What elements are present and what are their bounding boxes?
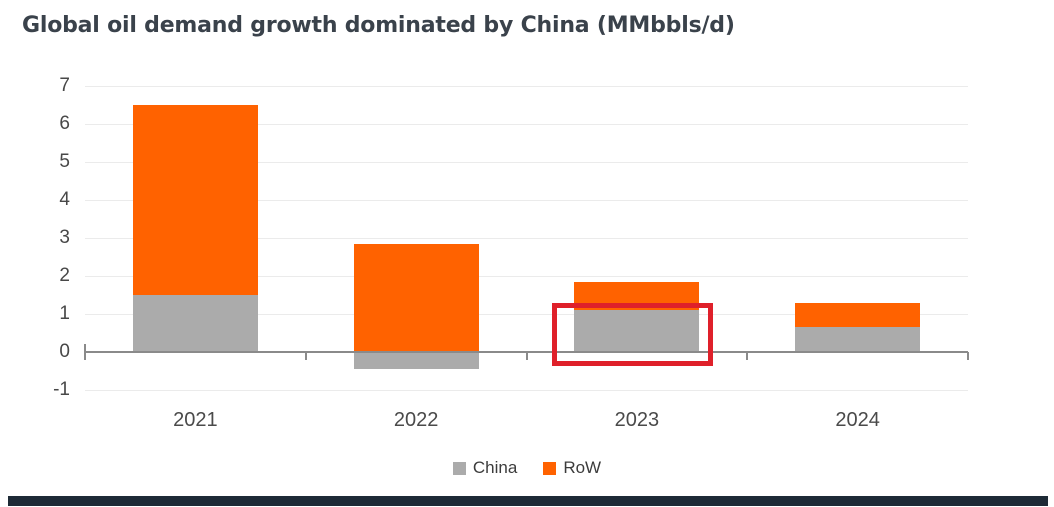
x-tick-label-2022: 2022 bbox=[393, 409, 439, 431]
legend: China RoW bbox=[0, 458, 1054, 478]
legend-swatch-china bbox=[452, 461, 466, 475]
annotation-rectangle bbox=[552, 303, 713, 366]
axis-origin-tick bbox=[84, 344, 86, 352]
legend-item-china: China bbox=[452, 458, 518, 478]
y-tick-label: 7 bbox=[59, 75, 70, 96]
x-tick-label-2023: 2023 bbox=[614, 409, 660, 431]
y-tick-label: 6 bbox=[59, 113, 70, 134]
legend-label: China bbox=[472, 458, 518, 477]
y-tick-label: 4 bbox=[59, 189, 70, 210]
y-tick-label: 0 bbox=[59, 341, 70, 362]
y-tick-label: 2 bbox=[59, 265, 70, 286]
bar-2021-row bbox=[132, 105, 258, 295]
x-tick-label-2021: 2021 bbox=[173, 409, 218, 431]
gridline-y7 bbox=[85, 86, 968, 87]
axis-tick bbox=[304, 352, 307, 360]
axis-tick bbox=[84, 352, 86, 360]
gridline-y3 bbox=[85, 238, 968, 239]
gridline-y5 bbox=[85, 162, 968, 163]
gridline-y4 bbox=[85, 200, 968, 201]
bar-2023-china bbox=[574, 310, 700, 352]
y-tick-label: 5 bbox=[59, 151, 70, 172]
axis-tick bbox=[525, 352, 528, 360]
legend-item-row: RoW bbox=[543, 458, 601, 478]
chart-title: Global oil demand growth dominated by Ch… bbox=[22, 13, 735, 38]
gridline-y2 bbox=[85, 276, 968, 277]
y-tick-label: 3 bbox=[59, 227, 70, 248]
x-tick-label-2024: 2024 bbox=[835, 409, 880, 431]
axis-tick bbox=[746, 352, 749, 360]
gridline-y-1 bbox=[85, 390, 968, 391]
bar-2021-china bbox=[132, 295, 258, 352]
bar-2022-row bbox=[353, 243, 479, 352]
axis-tick bbox=[967, 352, 969, 360]
y-tick-label: 1 bbox=[59, 303, 70, 324]
legend-label: RoW bbox=[563, 458, 602, 477]
gridline-y6 bbox=[85, 124, 968, 125]
bar-2024-row bbox=[795, 302, 921, 328]
gridline-y1 bbox=[85, 314, 968, 315]
bar-2022-china bbox=[353, 352, 479, 370]
footer-bar bbox=[8, 496, 1048, 506]
y-tick-label: -1 bbox=[53, 379, 70, 400]
legend-swatch-row bbox=[543, 461, 557, 475]
bar-2024-china bbox=[795, 327, 921, 352]
